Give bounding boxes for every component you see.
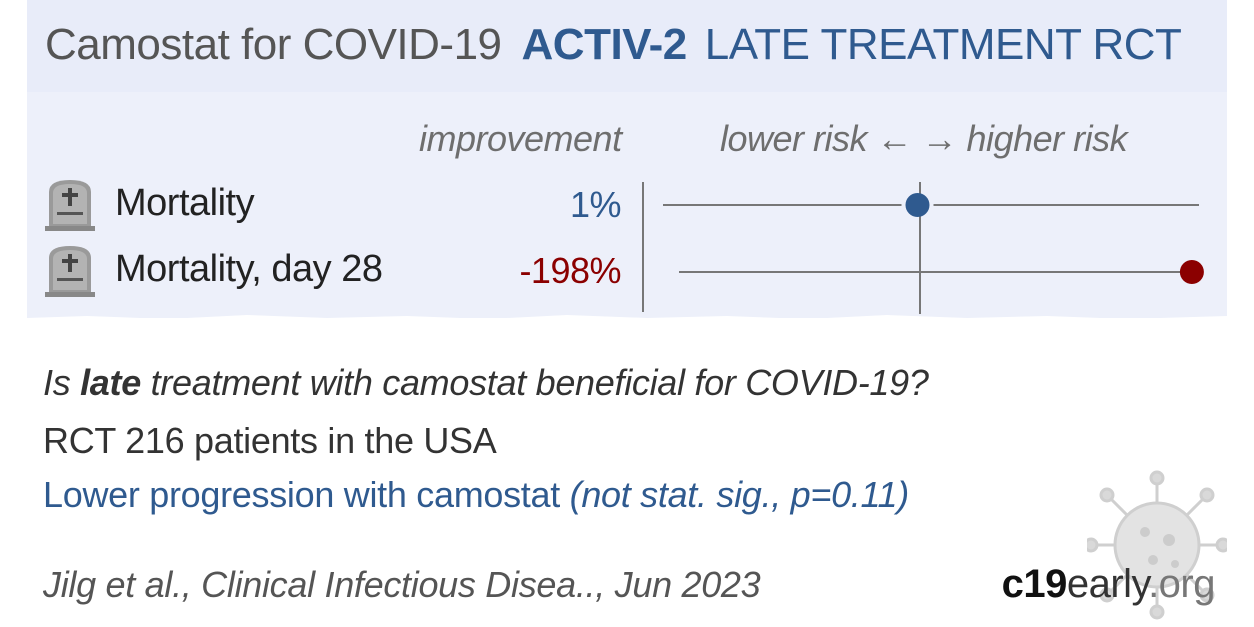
question-suffix: treatment with camostat beneficial for C… <box>140 362 929 403</box>
improvement-value: -198% <box>519 250 621 291</box>
tombstone-icon <box>45 246 95 297</box>
effect-point <box>1179 260 1204 284</box>
logo-part: c19 <box>1001 562 1068 606</box>
study-card: Camostat for COVID-19 ACTIV-2 LATE TREATME… <box>27 0 1227 627</box>
tombstone-icon <box>45 180 95 231</box>
title-stage: LATE TREATMENT RCT <box>704 20 1182 69</box>
result-text: Lower progression with camostat <box>43 474 570 515</box>
outcome-label: Mortality, day 28 <box>115 248 383 290</box>
citation: Jilg et al., Clinical Infectious Disea..… <box>43 564 761 605</box>
risk-axis-header: lower risk ← → higher risk <box>720 118 1128 159</box>
question-emphasis: late <box>80 362 141 403</box>
title-drug: Camostat for COVID-19 <box>45 20 502 69</box>
study-question: Is late treatment with camostat benefici… <box>43 362 929 404</box>
outcome-row: Mortality 1% <box>27 176 1227 236</box>
logo-part: .org <box>1148 562 1215 606</box>
question-prefix: Is <box>43 362 81 403</box>
torn-edge <box>27 315 1227 330</box>
improvement-header: improvement <box>419 118 622 159</box>
site-logo[interactable]: c19early.org <box>1001 562 1216 607</box>
virus-icon <box>1087 470 1227 620</box>
outcome-row: Mortality, day 28 -198% <box>27 242 1227 302</box>
result-significance: (not stat. sig., p=0.11) <box>569 474 910 515</box>
study-details: RCT 216 patients in the USA <box>43 420 497 461</box>
page-title: Camostat for COVID-19 ACTIV-2 LATE TREATME… <box>45 18 1182 72</box>
effect-point <box>905 193 930 217</box>
study-result: Lower progression with camostat (not sta… <box>43 474 909 516</box>
forest-plot <box>642 182 1204 314</box>
improvement-value: 1% <box>569 184 622 225</box>
logo-part: early <box>1066 562 1149 606</box>
outcome-label: Mortality <box>115 182 255 224</box>
header-bar: Camostat for COVID-19 ACTIV-2 LATE TREATME… <box>27 0 1227 92</box>
title-trial: ACTIV-2 <box>521 20 688 69</box>
